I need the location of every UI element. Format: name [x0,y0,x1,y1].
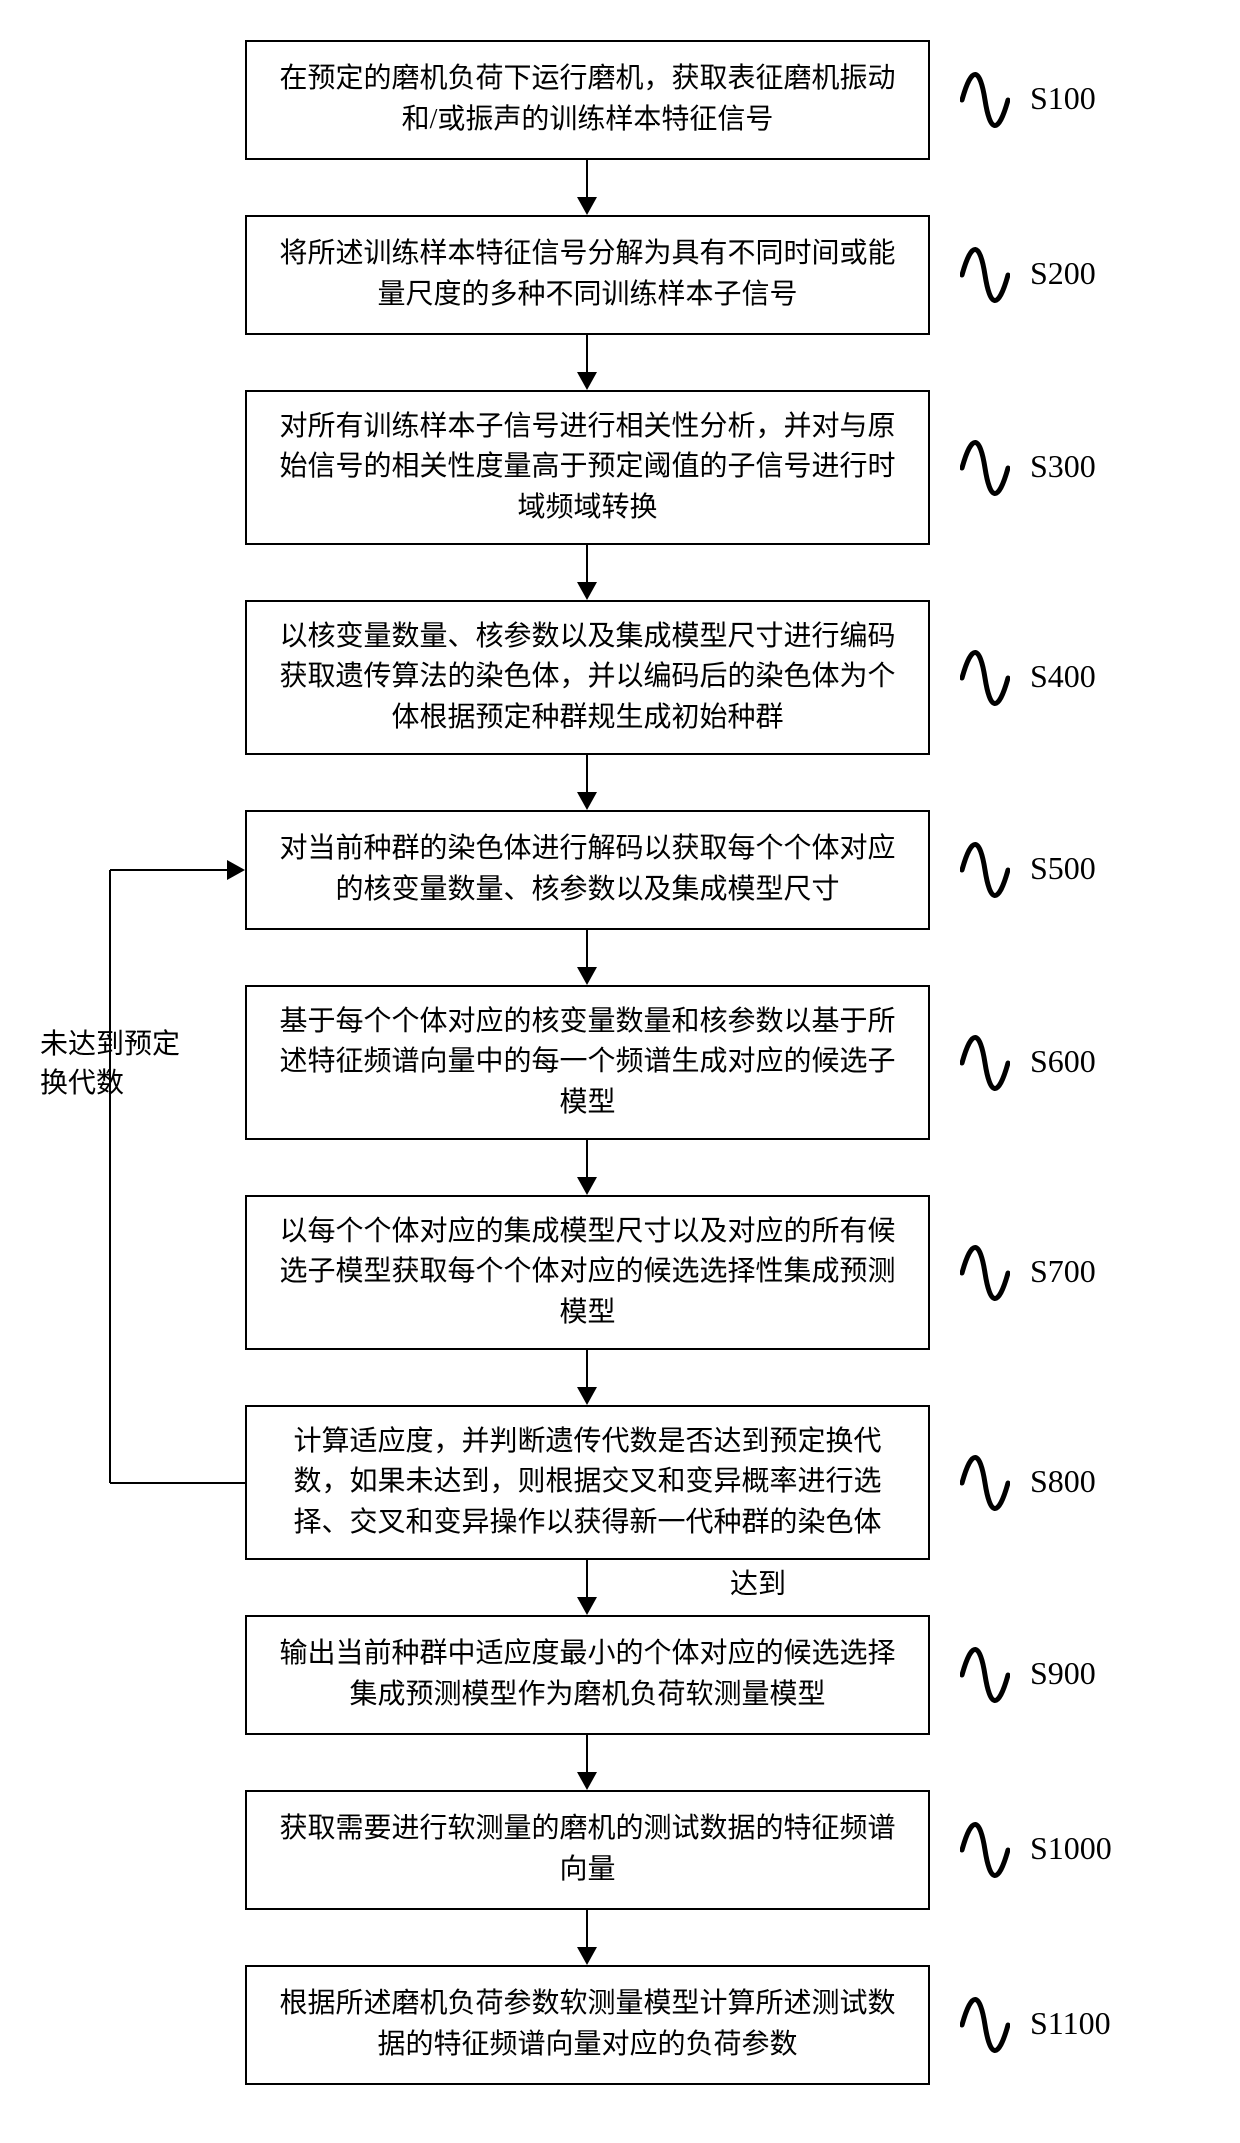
step-marker-sine [960,1243,1010,1303]
flow-node-s400: 以核变量数量、核参数以及集成模型尺寸进行编码获取遗传算法的染色体，并以编码后的染… [245,600,930,755]
step-label-s800: S800 [1030,1463,1096,1500]
step-label-s1100: S1100 [1030,2005,1111,2042]
flow-node-text: 基于每个个体对应的核变量数量和核参数以基于所述特征频谱向量中的每一个频谱生成对应… [267,1002,908,1124]
arrow-head [577,792,597,810]
flow-node-text: 对所有训练样本子信号进行相关性分析，并对与原始信号的相关性度量高于预定阈值的子信… [267,407,908,529]
flow-node-s600: 基于每个个体对应的核变量数量和核参数以基于所述特征频谱向量中的每一个频谱生成对应… [245,985,930,1140]
arrow-line [586,1350,588,1387]
arrow-head [577,197,597,215]
flow-node-text: 获取需要进行软测量的磨机的测试数据的特征频谱向量 [267,1809,908,1890]
loop-label: 未达到预定换代数 [40,1025,180,1103]
arrow-line [586,1735,588,1772]
step-marker-sine [960,1820,1010,1880]
step-label-s700: S700 [1030,1253,1096,1290]
step-label-s200: S200 [1030,255,1096,292]
step-label-s500: S500 [1030,850,1096,887]
step-label-s400: S400 [1030,658,1096,695]
flow-node-s900: 输出当前种群中适应度最小的个体对应的候选选择集成预测模型作为磨机负荷软测量模型 [245,1615,930,1735]
step-marker-sine [960,1645,1010,1705]
arrow-head [577,1597,597,1615]
arrow-head [577,582,597,600]
step-marker-sine [960,1033,1010,1093]
loop-label-line2: 换代数 [40,1064,180,1103]
flow-node-s800: 计算适应度，并判断遗传代数是否达到预定换代数，如果未达到，则根据交叉和变异概率进… [245,1405,930,1560]
flow-node-text: 以核变量数量、核参数以及集成模型尺寸进行编码获取遗传算法的染色体，并以编码后的染… [267,617,908,739]
flow-node-text: 对当前种群的染色体进行解码以获取每个个体对应的核变量数量、核参数以及集成模型尺寸 [267,829,908,910]
loop-v [109,870,111,1483]
step-label-s900: S900 [1030,1655,1096,1692]
flow-node-s200: 将所述训练样本特征信号分解为具有不同时间或能量尺度的多种不同训练样本子信号 [245,215,930,335]
step-marker-sine [960,1995,1010,2055]
loop-label-line1: 未达到预定 [40,1025,180,1064]
flow-node-s300: 对所有训练样本子信号进行相关性分析，并对与原始信号的相关性度量高于预定阈值的子信… [245,390,930,545]
arrow-line [586,1910,588,1947]
flow-node-text: 将所述训练样本特征信号分解为具有不同时间或能量尺度的多种不同训练样本子信号 [267,234,908,315]
arrow-head [577,1772,597,1790]
arrow-line [586,335,588,372]
arrow-head [577,967,597,985]
step-marker-sine [960,438,1010,498]
arrow-head [577,1177,597,1195]
flow-node-text: 在预定的磨机负荷下运行磨机，获取表征磨机振动和/或振声的训练样本特征信号 [267,59,908,140]
step-marker-sine [960,648,1010,708]
step-label-s600: S600 [1030,1043,1096,1080]
loop-h-top [110,869,227,871]
flow-node-text: 以每个个体对应的集成模型尺寸以及对应的所有候选子模型获取每个个体对应的候选选择性… [267,1212,908,1334]
step-marker-sine [960,1453,1010,1513]
step-marker-sine [960,840,1010,900]
arrow-head [577,1387,597,1405]
flow-node-text: 根据所述磨机负荷参数软测量模型计算所述测试数据的特征频谱向量对应的负荷参数 [267,1984,908,2065]
step-label-s1000: S1000 [1030,1830,1112,1867]
flow-node-s700: 以每个个体对应的集成模型尺寸以及对应的所有候选子模型获取每个个体对应的候选选择性… [245,1195,930,1350]
arrow-line [586,1140,588,1177]
arrow-line [586,930,588,967]
flowchart-root: 在预定的磨机负荷下运行磨机，获取表征磨机振动和/或振声的训练样本特征信号 S100… [0,0,1240,2143]
arrow-head [577,372,597,390]
flow-node-s1100: 根据所述磨机负荷参数软测量模型计算所述测试数据的特征频谱向量对应的负荷参数 [245,1965,930,2085]
step-marker-sine [960,245,1010,305]
loop-h-bottom [110,1482,245,1484]
arrow-head [577,1947,597,1965]
arrow-line [586,545,588,582]
step-label-s300: S300 [1030,448,1096,485]
step-marker-sine [960,70,1010,130]
arrow-line [586,755,588,792]
branch-label-reached: 达到 [730,1562,786,1602]
flow-node-text: 输出当前种群中适应度最小的个体对应的候选选择集成预测模型作为磨机负荷软测量模型 [267,1634,908,1715]
flow-node-s100: 在预定的磨机负荷下运行磨机，获取表征磨机振动和/或振声的训练样本特征信号 [245,40,930,160]
arrow-line [586,1560,588,1597]
flow-node-s500: 对当前种群的染色体进行解码以获取每个个体对应的核变量数量、核参数以及集成模型尺寸 [245,810,930,930]
step-label-s100: S100 [1030,80,1096,117]
flow-node-text: 计算适应度，并判断遗传代数是否达到预定换代数，如果未达到，则根据交叉和变异概率进… [267,1422,908,1544]
arrow-line [586,160,588,197]
loop-arrow-head [227,860,245,880]
flow-node-s1000: 获取需要进行软测量的磨机的测试数据的特征频谱向量 [245,1790,930,1910]
